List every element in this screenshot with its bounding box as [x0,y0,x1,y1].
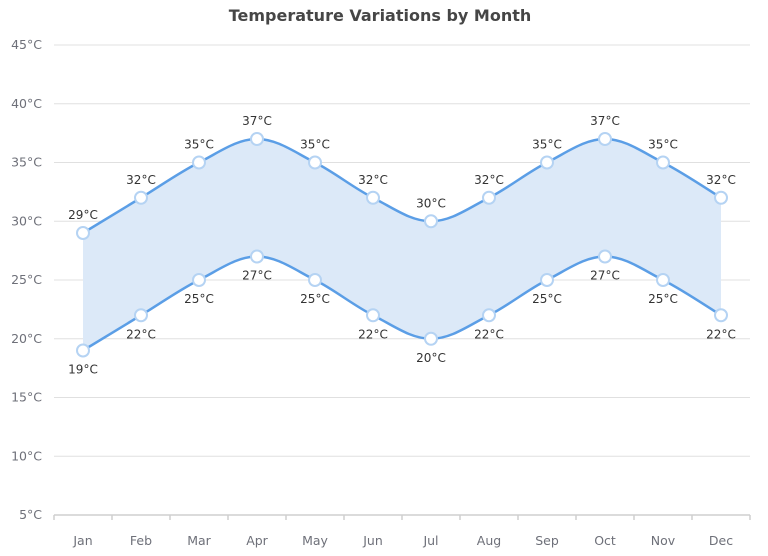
data-label: 22°C [706,327,736,341]
low-point [482,308,496,323]
low-point [192,273,206,287]
low-point [134,308,148,323]
data-label: 37°C [242,114,272,128]
y-tick-label: 20°C [11,331,42,346]
data-label: 27°C [590,269,620,283]
y-tick-label: 25°C [11,272,42,287]
data-label: 35°C [532,138,562,152]
data-label: 25°C [300,292,330,306]
low-point [308,273,322,287]
high-point [656,155,670,170]
x-tick-label: Feb [130,533,152,548]
x-tick-label: Apr [246,533,268,548]
y-tick-label: 5°C [19,507,42,522]
range-fill [83,139,721,351]
x-tick-label: Oct [594,533,616,548]
y-tick-label: 10°C [11,448,42,463]
data-label: 32°C [706,173,736,187]
high-point [424,214,438,229]
x-tick-label: Mar [187,533,211,548]
high-point [540,155,554,170]
high-point [76,226,90,240]
high-point [714,190,728,205]
data-label: 19°C [68,363,98,377]
low-point [714,308,728,323]
data-label: 35°C [300,138,330,152]
data-label: 22°C [474,327,504,341]
x-tick-label: Jan [72,533,92,548]
data-label: 37°C [590,114,620,128]
high-point [250,132,264,146]
x-tick-label: Sep [535,533,559,548]
data-label: 22°C [126,327,156,341]
data-label: 22°C [358,327,388,341]
high-point [308,155,322,170]
range-area [82,137,722,352]
low-point [656,273,670,287]
low-point [366,308,380,323]
low-point [424,331,438,346]
y-tick-label: 45°C [11,37,42,52]
data-label: 32°C [126,173,156,187]
x-tick-label: Dec [709,533,733,548]
y-tick-label: 40°C [11,96,42,111]
x-tick-label: May [302,533,328,548]
x-axis: Jan Feb Mar Apr May Jun Jul Aug Sep Oct Nov Dec [53,514,751,548]
data-label: 20°C [416,351,446,365]
y-tick-label: 35°C [11,155,42,170]
high-point [482,190,496,205]
data-label: 35°C [184,138,214,152]
high-point [598,132,612,146]
high-point [366,190,380,205]
chart-title: Temperature Variations by Month [229,6,532,25]
data-label: 35°C [648,138,678,152]
data-label: 25°C [184,292,214,306]
x-tick-label: Aug [477,533,501,548]
data-label: 27°C [242,269,272,283]
low-point [250,249,264,264]
low-point [598,249,612,264]
data-label: 30°C [416,196,446,210]
low-point [540,273,554,287]
data-label: 32°C [474,173,504,187]
data-points: 29°C 32°C 35°C 37°C 35°C 32°C 30°C 32°C 35°C 37°C… [68,114,736,377]
x-tick-label: Jul [422,533,438,548]
high-point [134,190,148,205]
x-tick-label: Jun [362,533,383,548]
y-axis: 5°C 10°C 15°C 20°C 25°C 30°C 35°C 40°C 45°C [11,37,42,522]
low-point [76,343,90,358]
y-tick-label: 30°C [11,213,42,228]
data-label: 32°C [358,173,388,187]
data-label: 25°C [532,292,562,306]
y-tick-label: 15°C [11,390,42,405]
high-point [192,155,206,170]
data-label: 29°C [68,208,98,222]
data-label: 25°C [648,292,678,306]
x-tick-label: Nov [651,533,676,548]
